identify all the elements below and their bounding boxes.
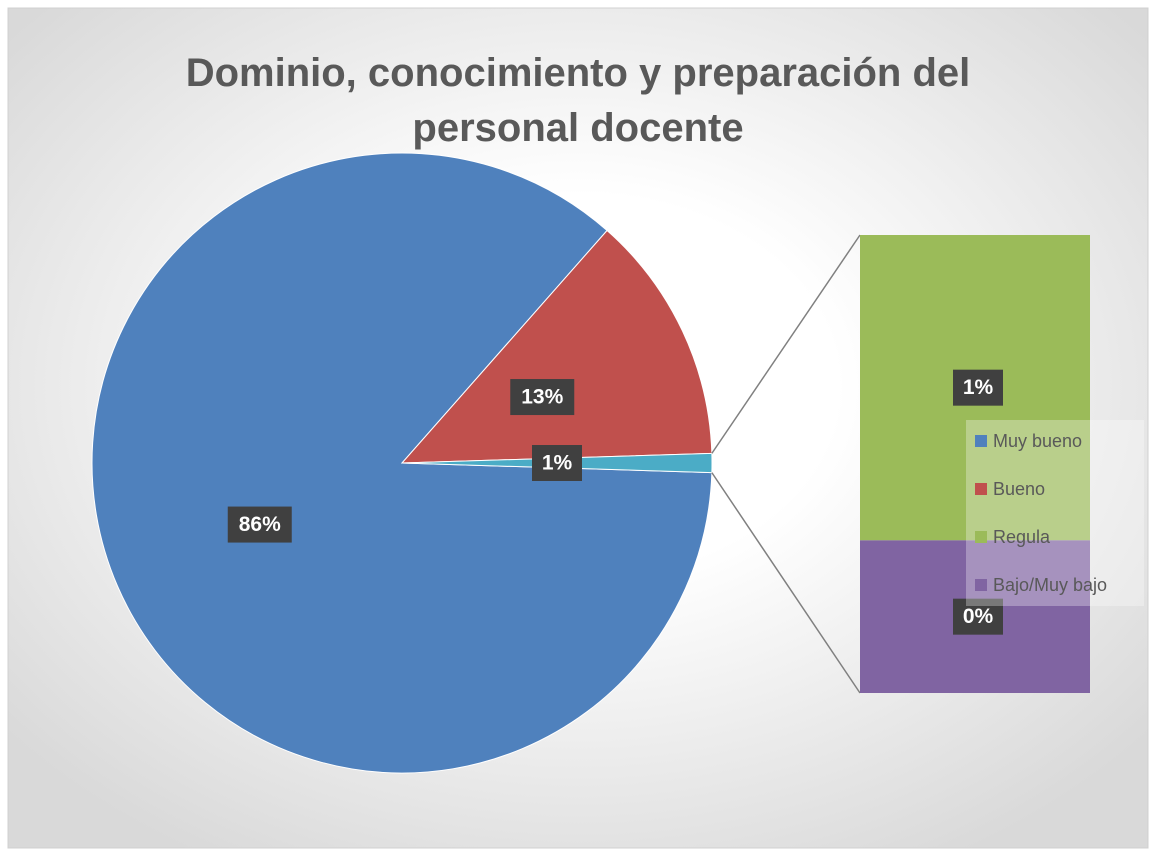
data-label-box (227, 506, 292, 543)
data-label-box (953, 369, 1003, 406)
data-label: 86% (239, 513, 281, 536)
connector-line (711, 234, 861, 454)
legend-box (966, 420, 1144, 606)
legend-label: Bueno (993, 479, 1045, 499)
legend-swatch (975, 531, 987, 543)
legend-label: Regula (993, 527, 1051, 547)
data-label-box (953, 598, 1003, 635)
legend-swatch (975, 579, 987, 591)
data-label: 1% (963, 376, 994, 399)
legend-label: Bajo/Muy bajo (993, 575, 1107, 595)
legend-swatch (975, 435, 987, 447)
connector-line (711, 472, 861, 694)
chart-title: Dominio, conocimiento y preparación del p… (186, 51, 971, 150)
pie-slice (400, 229, 713, 464)
data-label-box (510, 379, 575, 416)
data-label: 1% (542, 452, 573, 475)
legend-label: Muy bueno (993, 431, 1082, 451)
data-label: 13% (521, 386, 563, 409)
data-label: 0% (963, 605, 994, 628)
data-label-box (532, 445, 582, 481)
legend-swatch (975, 483, 987, 495)
